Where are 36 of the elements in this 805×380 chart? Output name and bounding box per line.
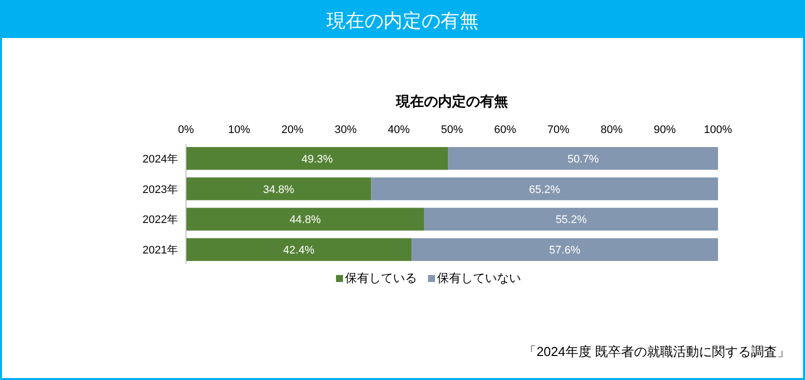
bar: [412, 238, 718, 261]
y-tick-label: 2022年: [142, 214, 178, 226]
x-tick-label: 100%: [704, 124, 732, 136]
bar: [186, 147, 448, 170]
bar: [448, 147, 718, 170]
x-tick-label: 80%: [600, 124, 623, 136]
data-label: 57.6%: [549, 244, 581, 257]
chart-title: 現在の内定の有無: [395, 93, 508, 109]
x-tick-label: 70%: [547, 124, 570, 136]
bar: [186, 208, 424, 231]
y-tick-label: 2024年: [142, 153, 178, 166]
bar: [186, 177, 372, 200]
x-tick-label: 10%: [228, 124, 250, 136]
data-label: 65.2%: [528, 184, 560, 196]
x-tick-label: 30%: [334, 124, 357, 136]
data-label: 34.8%: [262, 184, 294, 196]
data-label: 55.2%: [556, 214, 587, 226]
text: 「2024年度 既卒者の就職活動に関する調査」: [523, 344, 790, 359]
y-tick-label: 2021年: [142, 244, 178, 257]
x-tick-label: 90%: [654, 124, 676, 136]
legend-label: 保有している: [345, 271, 417, 285]
x-tick-label: 40%: [388, 124, 410, 136]
data-label: 50.7%: [568, 153, 599, 166]
data-label: 44.8%: [290, 214, 321, 226]
bar: [424, 208, 718, 231]
bar: [186, 238, 412, 261]
x-tick-label: 60%: [494, 124, 516, 136]
x-tick-label: 50%: [440, 124, 464, 136]
y-tick-label: 2023年: [142, 184, 178, 196]
text: 現在の内定の有無: [326, 10, 478, 32]
x-tick-label: 20%: [281, 124, 304, 136]
legend-label: 保有していない: [437, 271, 521, 285]
data-label: 49.3%: [302, 153, 333, 166]
x-tick-label: 0%: [178, 124, 194, 136]
data-label: 42.4%: [283, 244, 315, 257]
bar: [371, 177, 718, 200]
